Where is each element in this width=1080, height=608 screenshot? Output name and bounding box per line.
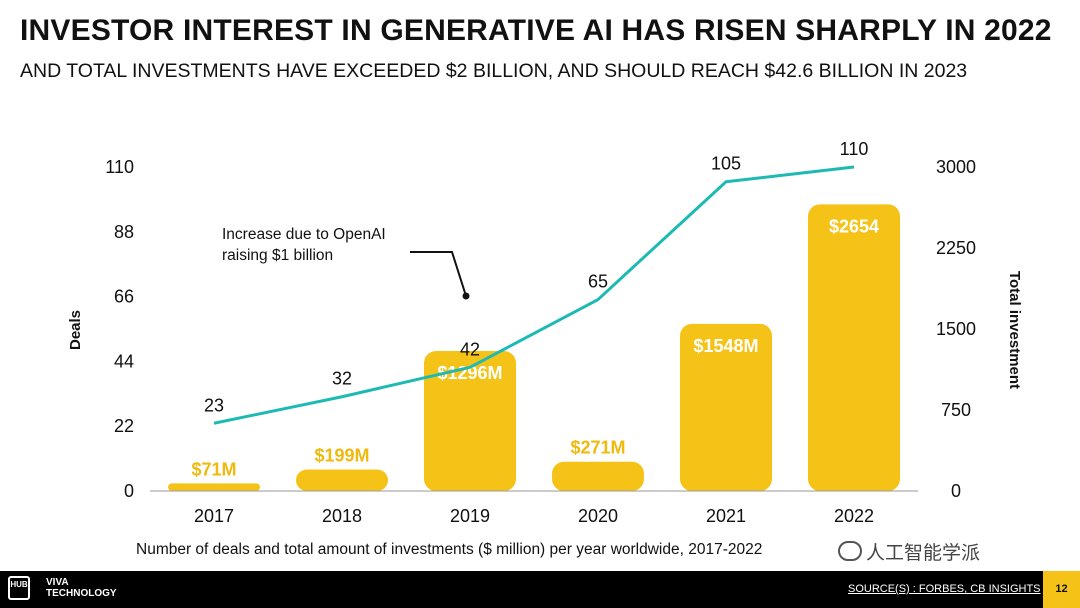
bar-label-2020: $271M [570, 438, 625, 458]
bar-2022 [808, 204, 900, 492]
x-tick-2020: 2020 [578, 506, 618, 526]
deals-label-2020: 65 [588, 272, 608, 292]
bar-2020 [552, 461, 644, 491]
deals-label-2022: 110 [840, 139, 869, 159]
watermark-text: 人工智能学派 [866, 543, 981, 564]
right-tick-0: 0 [951, 481, 961, 501]
deals-label-2019: 42 [460, 339, 480, 359]
x-tick-2022: 2022 [834, 506, 874, 526]
page-title: INVESTOR INTEREST IN GENERATIVE AI HAS R… [20, 14, 1052, 47]
deals-label-2017: 23 [204, 395, 224, 415]
right-axis-label: Total investment [1006, 271, 1023, 389]
bar-2017 [168, 483, 260, 491]
page-number: 12 [1043, 571, 1080, 608]
left-tick-44: 44 [114, 351, 134, 371]
bar-2021 [680, 323, 772, 491]
logo-viva-line1: VIVA [46, 577, 69, 588]
page-subtitle: AND TOTAL INVESTMENTS HAVE EXCEEDED $2 B… [20, 60, 968, 82]
annotation-line-2: raising $1 billion [222, 247, 333, 264]
left-tick-110: 110 [105, 157, 134, 177]
right-tick-1500: 1500 [936, 319, 976, 339]
x-tick-2021: 2021 [706, 506, 746, 526]
chart: $71M $199M $1296M $271M $1548M $2654 23 32 42 65 1… [67, 139, 1023, 558]
deals-label-2021: 105 [711, 154, 741, 174]
right-tick-750: 750 [941, 400, 971, 420]
bar-label-2019: $1296M [437, 363, 502, 383]
x-tick-2019: 2019 [450, 506, 490, 526]
bar-label-2018: $199M [314, 446, 369, 466]
annotation-leader-line [410, 251, 467, 297]
bar-label-2021: $1548M [693, 336, 758, 356]
footer: HUB VIVA TECHNOLOGY SOURCE(S) : FORBES, … [0, 571, 1080, 608]
left-tick-0: 0 [124, 481, 134, 501]
left-tick-88: 88 [114, 222, 134, 242]
hub-logo: HUB [8, 576, 30, 600]
left-axis-label: Deals [67, 310, 84, 350]
logo-viva-line2: TECHNOLOGY [46, 588, 117, 599]
bar-2019 [424, 351, 516, 491]
viva-technology-logo: VIVA TECHNOLOGY [46, 577, 117, 599]
chart-caption: Number of deals and total amount of inve… [136, 541, 762, 558]
left-tick-66: 66 [114, 287, 134, 307]
bar-label-2022: $2654 [829, 216, 879, 236]
deals-label-2018: 32 [332, 369, 352, 389]
bar-label-2017: $71M [191, 459, 236, 479]
bar-2018 [296, 469, 388, 491]
left-tick-22: 22 [114, 416, 134, 436]
right-tick-2250: 2250 [936, 238, 976, 258]
x-tick-2017: 2017 [194, 506, 234, 526]
x-tick-2018: 2018 [322, 506, 362, 526]
watermark: 人工智能学派 [838, 538, 980, 565]
wechat-icon [838, 541, 862, 561]
annotation-marker [462, 292, 470, 300]
right-tick-3000: 3000 [936, 157, 976, 177]
source-link[interactable]: SOURCE(S) : FORBES, CB INSIGHTS [848, 583, 1041, 595]
annotation-line-1: Increase due to OpenAI [222, 226, 386, 243]
deals-line [213, 165, 855, 425]
